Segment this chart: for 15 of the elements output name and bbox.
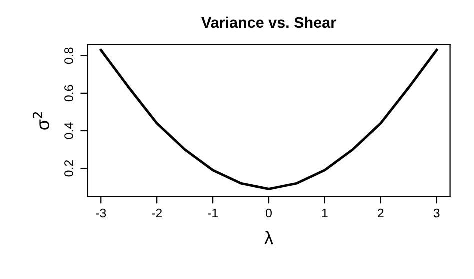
x-tick-label: -2 — [152, 208, 162, 218]
x-tick-label: 0 — [266, 208, 272, 218]
y-tick-label: 0.2 — [64, 160, 74, 177]
line-series — [100, 49, 438, 190]
x-tick-label: 2 — [378, 208, 384, 218]
x-tick-label: -1 — [208, 208, 218, 218]
y-tick-label: 0.8 — [64, 48, 74, 64]
y-tick-label: 0.6 — [64, 85, 74, 102]
x-tick-label: 1 — [322, 208, 328, 218]
y-axis-title: σ$^{2}$ — [32, 112, 50, 130]
y-tick-label: 0.4 — [64, 122, 74, 140]
x-tick-label: -3 — [96, 208, 106, 218]
x-tick-label: 3 — [434, 208, 440, 218]
x-axis-title: λ — [264, 231, 274, 244]
chart-title: Variance vs. Shear — [202, 16, 336, 28]
